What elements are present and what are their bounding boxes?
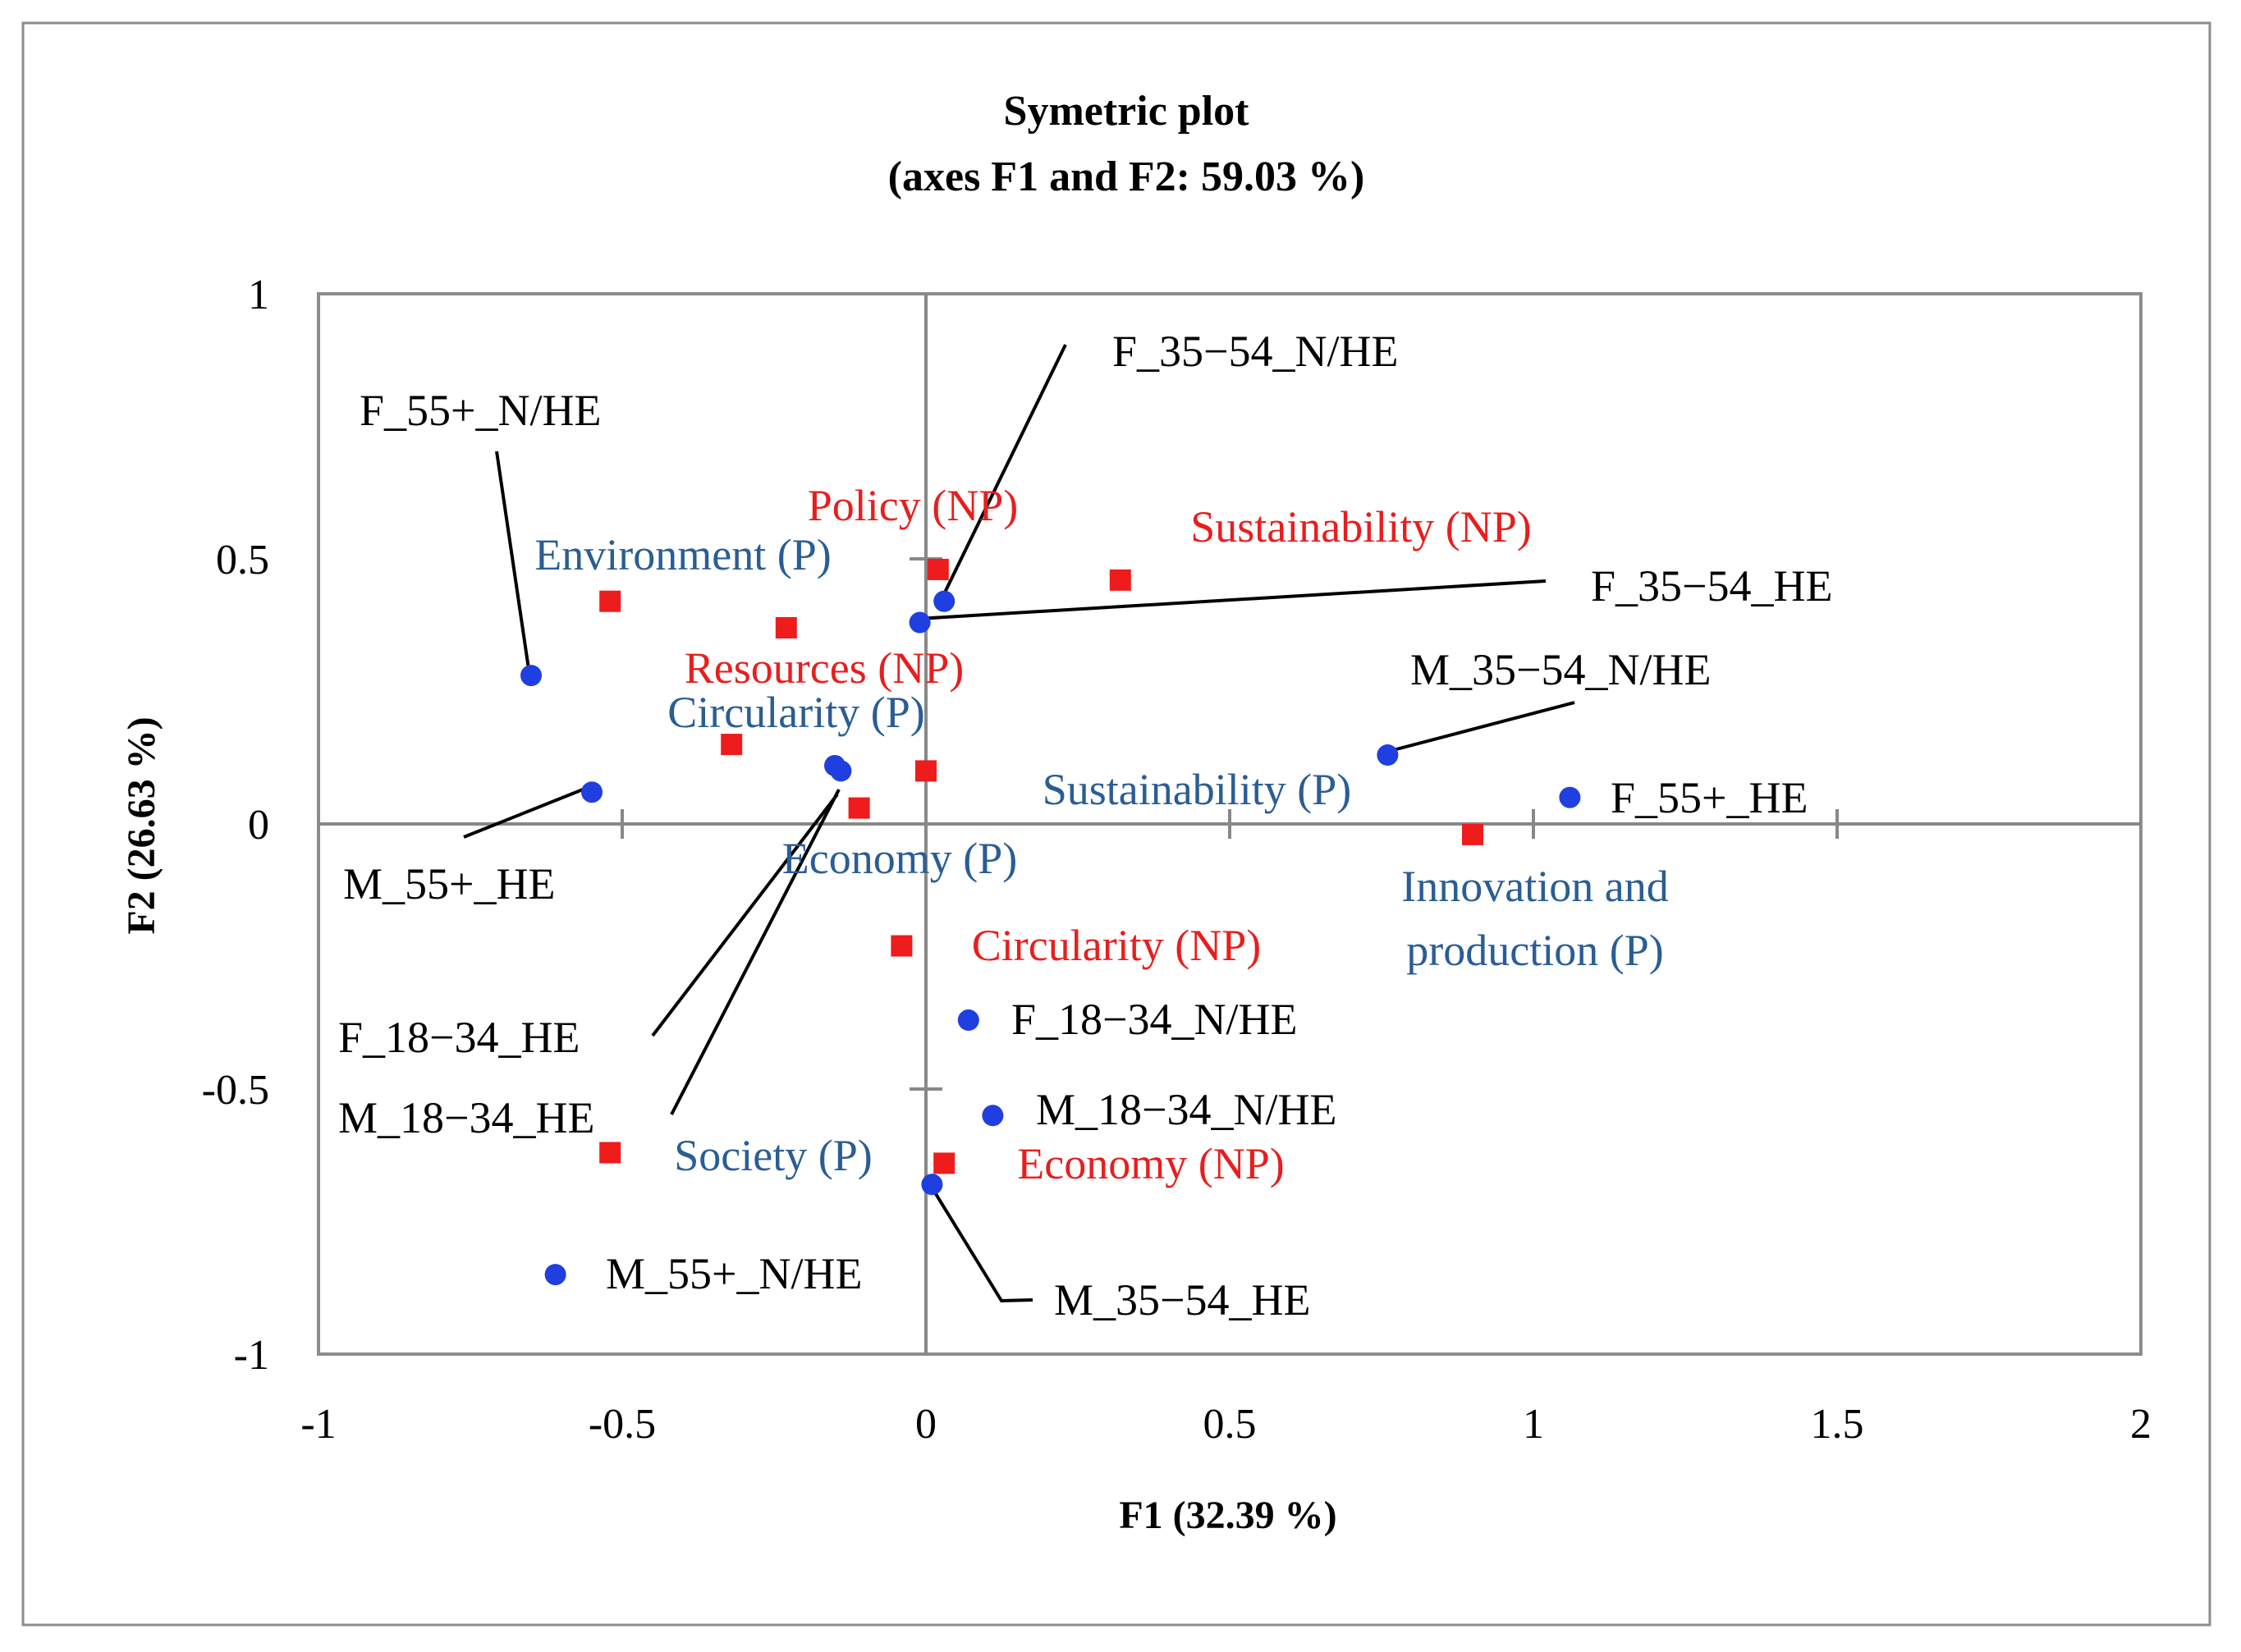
point-label: Environment (P) [534,530,831,579]
point-label: M_55+_N/HE [606,1249,862,1298]
respondent-point [520,665,542,687]
respondent-point [933,590,956,612]
point-label: M_18−34_N/HE [1036,1085,1336,1134]
category-point [721,734,743,756]
y-tick-label: 0 [248,802,269,849]
category-point [915,760,937,782]
point-label: M_55+_HE [343,859,555,908]
category-point [599,1142,621,1164]
respondent-point [544,1264,566,1286]
respondent-point [909,611,931,634]
respondent-point [1559,786,1581,808]
category-point [891,935,913,957]
x-tick-label: 1.5 [1811,1401,1864,1448]
point-label: M_35−54_HE [1054,1275,1310,1325]
chart-subtitle: (axes F1 and F2: 59.03 %) [888,153,1365,200]
leader-line [670,789,841,1115]
point-label: Economy (NP) [1017,1139,1284,1188]
leader-line [495,451,531,675]
leader-line [917,579,1547,620]
respondent-point [957,1009,979,1032]
category-point [927,558,949,580]
category-point [599,590,621,612]
leader-lines [463,344,1575,1303]
respondent-point [830,760,852,782]
point-label: Innovation and [1401,862,1668,911]
x-tick-label: -1 [300,1401,336,1448]
leader-line [463,785,592,839]
category-point [1462,823,1483,845]
respondent-point [921,1174,943,1196]
point-label: Circularity (NP) [972,921,1261,970]
point-label: F_18−34_N/HE [1011,995,1297,1044]
x-tick-label: 1 [1523,1401,1544,1448]
leader-line [929,1184,1033,1303]
leader-line [1380,701,1575,755]
leader-line [941,344,1067,598]
point-label: Resources (NP) [685,643,964,693]
y-tick-label: -1 [234,1332,269,1379]
point-label: Sustainability (NP) [1190,502,1532,551]
y-axis-label: F2 (26.63 %) [120,716,163,934]
point-label: Economy (P) [782,834,1017,883]
point-label: Circularity (P) [667,688,924,737]
category-point [933,1152,956,1174]
x-axis-label: F1 (32.39 %) [1119,1494,1336,1537]
x-tick-label: 0.5 [1203,1401,1257,1448]
point-label: M_35−54_N/HE [1410,645,1711,694]
point-label: F_35−54_N/HE [1112,327,1398,376]
point-label: Society (P) [674,1131,872,1180]
point-label: production (P) [1406,926,1663,975]
point-label: F_55+_HE [1611,773,1808,822]
point-labels: F_55+_N/HE M_55+_HE F_35−54_N/HE F_35−54_HE… [338,327,1832,1325]
respondent-point [581,781,603,803]
x-tick-label: -0.5 [589,1401,656,1448]
x-tick-label: 2 [2130,1401,2152,1448]
point-label: M_18−34_HE [338,1093,594,1142]
point-label: F_35−54_HE [1591,561,1832,611]
y-tick-label: -0.5 [202,1067,269,1114]
y-tick-label: 1 [248,272,269,318]
point-label: F_55+_N/HE [360,386,601,435]
point-label: F_18−34_HE [338,1013,580,1062]
leader-line [651,793,839,1037]
data-marks [520,558,1581,1286]
respondent-point [982,1105,1004,1127]
category-point [775,616,797,638]
category-point [848,797,870,819]
category-point [1109,569,1131,591]
respondent-point [1377,744,1399,767]
x-tick-label: 0 [915,1401,937,1448]
y-tick-label: 0.5 [216,537,269,583]
point-label: Sustainability (P) [1043,765,1352,814]
chart-title: Symetric plot [1004,88,1250,135]
point-label: Policy (NP) [808,481,1019,530]
